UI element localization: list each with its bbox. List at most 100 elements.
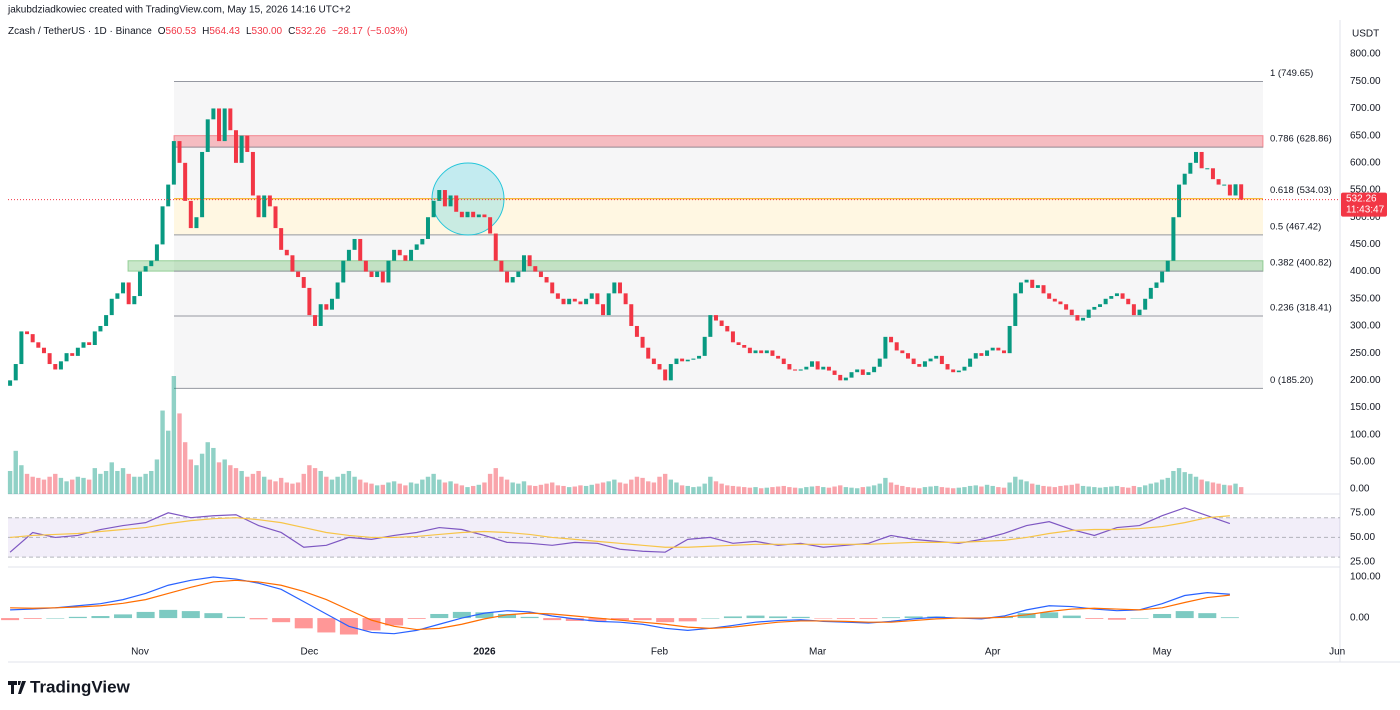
candle bbox=[1114, 293, 1119, 297]
y-tick-label: 750.00 bbox=[1350, 76, 1381, 87]
volume-bar bbox=[290, 483, 295, 494]
candle bbox=[397, 249, 402, 256]
candle bbox=[922, 361, 927, 367]
candle bbox=[561, 298, 566, 305]
candle bbox=[217, 108, 222, 142]
volume-bar bbox=[53, 473, 58, 494]
candle bbox=[1188, 162, 1193, 174]
candle bbox=[126, 282, 131, 305]
volume-bar bbox=[380, 484, 386, 494]
macd-histogram bbox=[565, 618, 584, 621]
volume-bar bbox=[516, 483, 521, 494]
volume-bar bbox=[369, 483, 374, 494]
volume-bar bbox=[617, 482, 623, 494]
candle bbox=[13, 364, 18, 381]
candle bbox=[296, 271, 301, 278]
candle bbox=[301, 277, 306, 288]
candle bbox=[872, 366, 877, 373]
volume-bar bbox=[448, 481, 453, 494]
volume-bar bbox=[437, 479, 442, 494]
candle bbox=[369, 271, 374, 278]
volume-bar bbox=[1216, 483, 1221, 494]
candle bbox=[267, 195, 272, 207]
candle bbox=[1233, 184, 1238, 196]
volume-bar bbox=[1199, 479, 1204, 494]
candle bbox=[894, 342, 899, 351]
fib-band bbox=[174, 198, 1263, 235]
candle bbox=[572, 298, 577, 302]
volume-bar bbox=[1142, 485, 1148, 494]
y-tick-label: 650.00 bbox=[1350, 130, 1381, 141]
legend-item: H bbox=[202, 26, 209, 37]
candle bbox=[109, 298, 114, 316]
candle bbox=[776, 355, 781, 359]
volume-bar bbox=[1182, 472, 1187, 494]
candle bbox=[623, 293, 628, 305]
volume-bar bbox=[967, 485, 973, 494]
candle bbox=[92, 331, 97, 346]
macd-histogram bbox=[452, 611, 471, 619]
volume-bar bbox=[1188, 473, 1193, 494]
candle bbox=[1086, 309, 1091, 318]
last-price-box bbox=[1341, 192, 1387, 217]
candle bbox=[680, 358, 685, 362]
volume-bar bbox=[600, 482, 606, 494]
volume-bar bbox=[871, 485, 877, 494]
macd-histogram bbox=[1198, 613, 1217, 619]
volume-bar bbox=[476, 484, 482, 494]
volume-bar bbox=[634, 476, 640, 494]
candle bbox=[1160, 271, 1165, 283]
logo-text: TradingView bbox=[30, 677, 131, 696]
candle bbox=[713, 315, 718, 321]
volume-bar bbox=[75, 476, 81, 494]
y-tick-label: 250.00 bbox=[1350, 348, 1381, 359]
candle bbox=[228, 108, 233, 131]
macd-histogram bbox=[498, 613, 517, 619]
volume-bar bbox=[821, 487, 826, 494]
volume-bar bbox=[132, 476, 137, 494]
candle bbox=[1013, 293, 1018, 326]
volume-bar bbox=[1193, 476, 1199, 494]
candle bbox=[990, 347, 995, 351]
candle bbox=[781, 358, 786, 365]
volume-bar bbox=[1030, 483, 1035, 494]
macd-histogram bbox=[723, 616, 742, 619]
macd-histogram bbox=[882, 617, 901, 619]
fib-label: 0.786 (628.86) bbox=[1270, 134, 1332, 145]
volume-bar bbox=[629, 479, 634, 494]
macd-histogram bbox=[678, 618, 697, 622]
candle bbox=[222, 108, 227, 142]
candle bbox=[346, 249, 351, 261]
candle bbox=[256, 195, 261, 218]
legend-item: (−5.03%) bbox=[367, 26, 408, 37]
volume-bar bbox=[1063, 485, 1069, 494]
candle bbox=[979, 353, 984, 356]
volume-bar bbox=[1069, 484, 1074, 494]
candle bbox=[1064, 304, 1069, 310]
volume-bar bbox=[691, 487, 696, 494]
macd-histogram bbox=[226, 616, 245, 619]
volume-bar bbox=[1210, 482, 1216, 494]
volume-bar bbox=[775, 486, 781, 494]
volume-bar bbox=[1086, 486, 1091, 494]
candle bbox=[945, 364, 950, 370]
candle bbox=[166, 184, 171, 207]
volume-bar bbox=[612, 479, 617, 494]
candle bbox=[1131, 304, 1136, 316]
volume-bar bbox=[267, 479, 273, 494]
volume-bar bbox=[973, 485, 978, 494]
macd-histogram bbox=[46, 618, 65, 619]
macd-histogram bbox=[249, 618, 268, 620]
macd-line bbox=[10, 576, 1230, 635]
candle bbox=[759, 350, 764, 354]
macd-histogram bbox=[91, 616, 110, 619]
candle bbox=[877, 358, 882, 367]
volume-bar bbox=[804, 487, 809, 494]
volume-bar bbox=[188, 459, 193, 494]
candle bbox=[968, 358, 973, 367]
candle bbox=[177, 141, 182, 163]
candle bbox=[284, 249, 289, 256]
volume-bar bbox=[685, 485, 690, 494]
macd-histogram bbox=[159, 609, 178, 619]
volume-bar bbox=[205, 442, 210, 494]
